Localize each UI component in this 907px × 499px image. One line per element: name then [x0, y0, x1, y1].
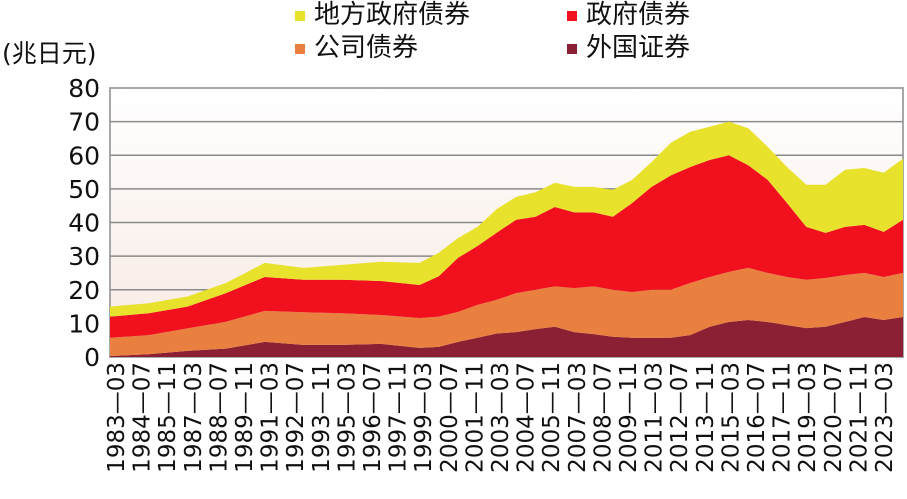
x-tick-label: 1989—11: [232, 362, 258, 473]
x-tick-label: 2021—11: [846, 362, 872, 473]
x-tick-label: 2005—11: [539, 362, 565, 473]
x-tick-label: 2016—07: [744, 362, 770, 473]
legend-item-foreign-securities: 外国证券: [567, 33, 767, 64]
x-tick-label: 2015—03: [718, 362, 744, 473]
x-tick-label: 2020—07: [821, 362, 847, 473]
legend-swatch-foreign-securities: [567, 43, 577, 54]
y-tick-label: 0: [84, 343, 100, 372]
x-tick-label: 2013—11: [693, 362, 719, 473]
x-tick-label: 1988—07: [206, 362, 232, 473]
y-tick-label: 40: [68, 209, 100, 238]
y-tick-label: 10: [68, 309, 100, 338]
legend-label: 政府债券: [586, 0, 691, 30]
x-tick-label: 2008—07: [590, 362, 616, 473]
x-tick-label: 2019—03: [795, 362, 821, 473]
legend-label: 公司债券: [314, 33, 419, 63]
x-tick-label: 2012—07: [667, 362, 693, 473]
x-tick-label: 1996—07: [360, 362, 386, 473]
legend-label: 地方政府债券: [314, 0, 471, 30]
y-tick-label: 60: [68, 141, 100, 170]
legend: 地方政府债券 政府债券 公司债券 外国证券: [295, 0, 767, 64]
y-tick-label: 70: [68, 108, 100, 137]
x-tick-label: 1995—03: [334, 362, 360, 473]
x-tick-label: 2000—07: [437, 362, 463, 473]
y-axis-unit-label: (兆日元): [2, 39, 97, 68]
area-series-0: [110, 317, 903, 357]
area-series-3: [110, 121, 903, 317]
legend-item-corporate-bonds: 公司债券: [295, 33, 567, 64]
y-tick-label: 20: [68, 276, 100, 305]
legend-item-govt-bonds: 政府债券: [567, 0, 767, 31]
legend-item-local-govt-bonds: 地方政府债券: [295, 0, 567, 31]
y-tick-label: 50: [68, 175, 100, 204]
x-tick-label: 2004—07: [514, 362, 540, 473]
x-tick-label: 2007—03: [565, 362, 591, 473]
x-tick-label: 1991—03: [258, 362, 284, 473]
x-tick-label: 1997—11: [386, 362, 412, 473]
legend-label: 外国证券: [586, 33, 691, 63]
legend-swatch-local-govt-bonds: [295, 10, 305, 21]
x-tick-label: 2023—03: [872, 362, 898, 473]
x-tick-label: 1983—03: [104, 362, 130, 473]
x-tick-label: 1999—03: [411, 362, 437, 473]
area-series-2: [110, 155, 903, 338]
x-tick-label: 2009—11: [616, 362, 642, 473]
x-tick-label: 2011—03: [642, 362, 668, 473]
x-tick-label: 2003—03: [488, 362, 514, 473]
x-tick-label: 2017—11: [770, 362, 796, 473]
y-tick-label: 80: [68, 74, 100, 103]
x-tick-label: 1992—07: [283, 362, 309, 473]
x-tick-label: 1985—11: [155, 362, 181, 473]
area-series-1: [110, 267, 903, 356]
y-tick-label: 30: [68, 242, 100, 271]
legend-swatch-govt-bonds: [567, 10, 577, 21]
x-tick-label: 2001—11: [462, 362, 488, 473]
x-tick-label: 1993—11: [309, 362, 335, 473]
legend-swatch-corporate-bonds: [295, 43, 305, 54]
x-tick-label: 1984—07: [130, 362, 156, 473]
x-tick-label: 1987—03: [181, 362, 207, 473]
